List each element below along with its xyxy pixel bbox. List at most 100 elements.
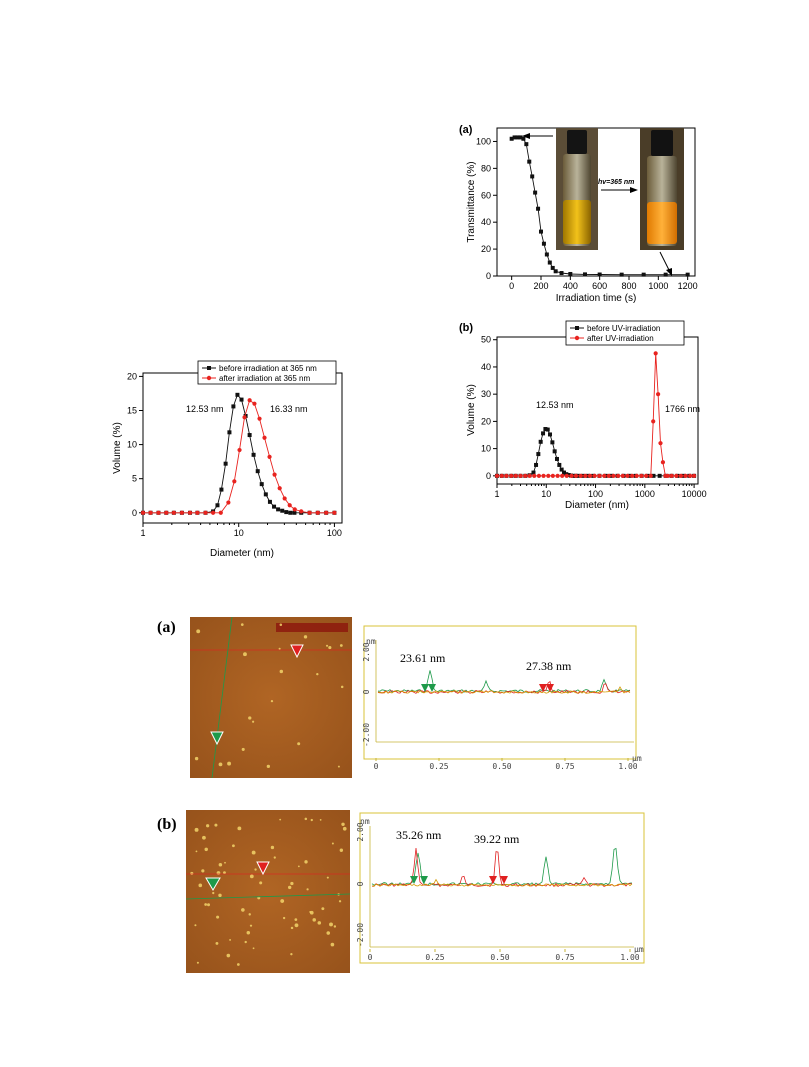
cursor-marker-red — [290, 644, 304, 659]
data-point — [546, 473, 551, 478]
data-point — [541, 241, 546, 246]
cursor-marker-green — [205, 877, 221, 891]
data-point — [171, 510, 176, 515]
panel-label-b-top: (b) — [459, 322, 473, 334]
particle-dot — [229, 938, 232, 941]
data-point — [663, 272, 668, 277]
pointer-arrow-3 — [659, 251, 671, 273]
particle-dot — [279, 669, 284, 674]
x-tick-label: 0.25 — [429, 762, 448, 771]
y-tick-label: 50 — [481, 335, 491, 345]
particle-dot — [339, 644, 343, 647]
data-point — [573, 473, 579, 478]
data-point — [544, 252, 549, 257]
particle-dot — [194, 827, 199, 832]
data-point — [218, 510, 223, 515]
data-point — [527, 473, 532, 478]
particle-dot — [319, 819, 322, 821]
data-point — [630, 473, 635, 478]
data-point — [288, 510, 293, 515]
data-point — [226, 500, 231, 505]
particle-dot — [304, 817, 308, 821]
data-point — [665, 473, 670, 478]
particle-dot — [254, 868, 257, 871]
particle-dot — [204, 903, 207, 906]
particle-dot — [304, 860, 308, 864]
data-point — [639, 473, 644, 478]
x-tick-label: 1 — [494, 489, 499, 499]
data-point — [518, 473, 523, 478]
data-point — [533, 190, 538, 195]
data-point — [657, 473, 662, 478]
particle-dot — [196, 629, 201, 634]
x-tick-label: 1.00 — [618, 762, 637, 771]
particle-dot — [218, 762, 223, 767]
profile-cursor — [428, 684, 436, 692]
data-point — [324, 510, 329, 515]
axis-ticks: 1 10 100 0 5 10 15 20 — [127, 371, 342, 538]
data-point — [219, 487, 224, 492]
y-tick-label: 20 — [481, 244, 491, 254]
particle-dot — [201, 869, 205, 873]
data-point — [195, 510, 200, 515]
particle-dot — [270, 845, 275, 850]
profile-frame — [359, 812, 645, 964]
height-label-2: 39.22 nm — [474, 832, 520, 846]
x-tick-label: 0.50 — [490, 953, 509, 962]
x-tick-label: 600 — [592, 281, 607, 291]
data-point — [259, 482, 264, 487]
x-axis-title: Diameter (nm) — [210, 548, 274, 559]
data-point — [547, 260, 552, 265]
particle-dot — [306, 888, 309, 891]
particle-dot — [241, 747, 245, 751]
data-point — [583, 473, 588, 478]
data-point — [515, 135, 520, 140]
data-point — [559, 271, 564, 276]
data-point — [597, 272, 602, 277]
profile-cursor — [546, 684, 554, 692]
x-axis-title: Diameter (nm) — [565, 500, 629, 511]
data-point — [587, 473, 593, 478]
particle-dot — [251, 850, 256, 855]
transmittance-chart: (a) 0 200 400 600 800 1000 1200 0 20 40 60 80 100 Ir… — [459, 124, 698, 304]
data-point — [545, 427, 550, 432]
particle-dot — [328, 645, 332, 650]
data-point — [247, 433, 252, 438]
data-point — [634, 473, 639, 478]
particle-dot — [246, 931, 251, 935]
legend-label-before: before UV-irradiation — [587, 324, 660, 333]
x-tick-label: 1000 — [635, 489, 655, 499]
particle-dot — [316, 672, 319, 676]
data-point — [299, 509, 304, 514]
data-point — [616, 473, 621, 478]
y-axis-title: Volume (%) — [112, 422, 123, 474]
data-point — [554, 456, 559, 461]
irradiation-annotation: hv=365 nm — [598, 179, 634, 186]
data-point — [560, 473, 565, 478]
particle-dot — [330, 942, 335, 947]
data-point — [550, 265, 555, 270]
data-point — [660, 460, 666, 465]
data-point — [156, 510, 161, 515]
particle-dot — [280, 899, 285, 903]
data-point — [504, 473, 509, 478]
y-tick-label: 30 — [481, 389, 491, 399]
profile-cursor — [500, 876, 508, 884]
legend-marker-before — [575, 326, 579, 330]
particle-dot — [290, 926, 294, 930]
particle-dot — [206, 824, 210, 828]
particle-dot — [339, 848, 344, 852]
y-tick-label: 10 — [481, 444, 491, 454]
data-point — [602, 473, 607, 478]
y-tick-label: 0 — [486, 471, 491, 481]
particle-dot — [227, 761, 232, 766]
data-point — [187, 510, 193, 515]
data-point — [552, 449, 557, 454]
data-point — [550, 473, 555, 478]
particle-dot — [218, 862, 223, 867]
particle-dot — [329, 922, 333, 927]
data-point — [272, 504, 277, 509]
